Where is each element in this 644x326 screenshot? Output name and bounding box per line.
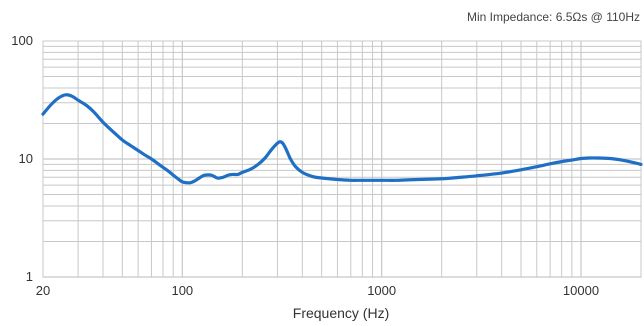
x-tick-label: 100: [171, 283, 193, 298]
x-tick-label: 20: [36, 283, 50, 298]
x-tick-label: 1000: [367, 283, 396, 298]
y-tick-labels: 1 10 100: [11, 33, 33, 284]
x-tick-labels: 20 100 1000 10000: [36, 283, 599, 298]
x-axis-label: Frequency (Hz): [293, 305, 389, 321]
grid-lines: [42, 41, 642, 278]
plot-frame: [42, 40, 642, 278]
x-tick-label: 10000: [563, 283, 599, 298]
y-tick-label: 10: [19, 151, 33, 166]
y-tick-label: 1: [26, 269, 33, 284]
y-tick-label: 100: [11, 33, 33, 48]
min-impedance-annotation: Min Impedance: 6.5Ωs @ 110Hz: [467, 10, 640, 24]
impedance-curve: [41, 93, 643, 185]
